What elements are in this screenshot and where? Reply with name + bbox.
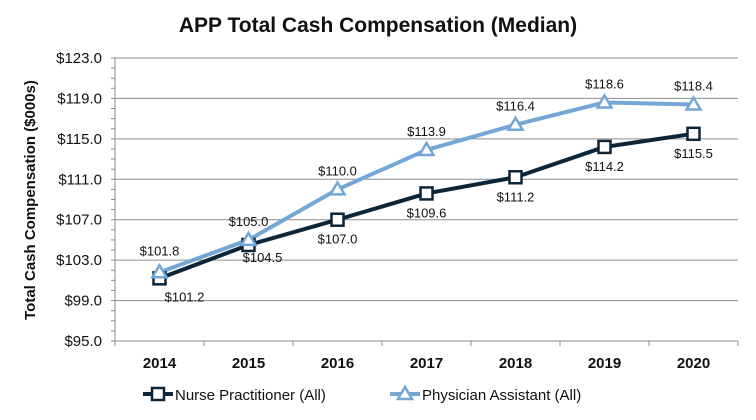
square-marker xyxy=(686,126,701,142)
data-label: $116.4 xyxy=(496,99,535,114)
triangle-marker xyxy=(328,179,347,196)
x-tick-label: 2014 xyxy=(143,355,177,372)
x-tick-label: 2020 xyxy=(677,355,710,372)
y-tick-label: $95.0 xyxy=(64,333,102,350)
data-label: $110.0 xyxy=(318,163,357,178)
x-tick-label: 2018 xyxy=(499,355,532,372)
triangle-marker xyxy=(417,140,436,157)
triangle-marker xyxy=(150,262,169,279)
square-marker xyxy=(597,139,612,155)
data-label: $113.9 xyxy=(407,124,446,139)
legend-label: Physician Assistant (All) xyxy=(422,387,581,404)
y-tick-label: $115.0 xyxy=(57,131,102,148)
data-label: $114.2 xyxy=(585,159,624,174)
triangle-marker xyxy=(506,115,525,131)
y-tick-label: $123.0 xyxy=(56,50,102,67)
x-tick-label: 2015 xyxy=(232,355,265,372)
triangle-marker xyxy=(595,92,614,109)
data-label: $104.5 xyxy=(243,250,283,265)
x-tick-label: 2016 xyxy=(321,355,354,372)
y-tick-label: $107.0 xyxy=(56,212,102,229)
data-label: $115.5 xyxy=(674,146,713,161)
legend-item-nurse-practitioner: Nurse Practitioner (All) xyxy=(143,386,326,404)
data-label: $105.0 xyxy=(229,214,269,229)
y-axis-label: Total Cash Compensation ($000s) xyxy=(22,80,39,320)
square-marker xyxy=(330,212,345,227)
triangle-marker xyxy=(239,230,258,247)
y-tick-label: $99.0 xyxy=(64,293,102,310)
y-tick-label: $119.0 xyxy=(57,90,102,107)
data-label: $101.2 xyxy=(165,289,205,304)
data-label: $111.2 xyxy=(497,189,535,204)
x-tick-label: 2017 xyxy=(410,355,443,372)
triangle-marker xyxy=(684,95,703,111)
data-label: $109.6 xyxy=(407,205,447,220)
legend-label: Nurse Practitioner (All) xyxy=(175,387,326,404)
data-label: $118.4 xyxy=(674,78,713,93)
legend-item-physician-assistant: Physician Assistant (All) xyxy=(390,384,581,404)
chart-title: APP Total Cash Compensation (Median) xyxy=(179,14,577,37)
square-marker xyxy=(508,170,523,185)
y-tick-label: $111.0 xyxy=(58,171,102,188)
square-marker xyxy=(419,186,434,201)
data-label: $118.6 xyxy=(585,76,624,91)
legend-triangle-icon xyxy=(395,384,415,401)
x-tick-label: 2019 xyxy=(588,355,621,372)
y-tick-label: $103.0 xyxy=(56,252,102,269)
legend-square-icon xyxy=(150,386,166,402)
data-label: $107.0 xyxy=(318,232,358,247)
data-label: $101.8 xyxy=(140,243,180,258)
